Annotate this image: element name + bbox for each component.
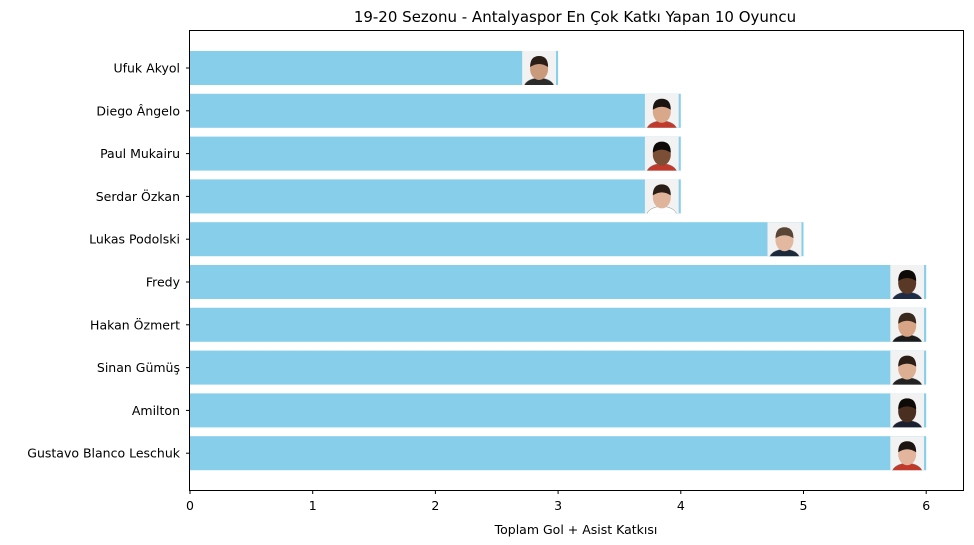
y-tick-label: Amilton: [132, 403, 180, 418]
bars-group: [190, 51, 927, 471]
bar-9: [190, 393, 927, 428]
y-tick-label: Ufuk Akyol: [113, 61, 180, 76]
player-photo: [522, 51, 557, 85]
x-tick-label: 5: [800, 498, 808, 513]
bar-10: [190, 436, 927, 471]
y-tick-label: Paul Mukairu: [100, 146, 180, 161]
x-axis-label: Toplam Gol + Asist Katkısı: [494, 522, 658, 537]
bar-3: [190, 136, 681, 171]
bar-5: [190, 222, 804, 257]
chart-title: 19-20 Sezonu - Antalyaspor En Çok Katkı …: [354, 8, 796, 26]
player-photos-group: [522, 51, 925, 471]
y-tick-label: Gustavo Blanco Leschuk: [27, 446, 180, 461]
player-photo: [644, 136, 679, 171]
player-photo: [644, 179, 679, 214]
y-tick-label: Serdar Özkan: [96, 188, 180, 204]
bar-6: [190, 265, 927, 299]
bar-8: [190, 350, 927, 385]
player-photo: [890, 436, 925, 471]
plot-frame: [189, 30, 964, 491]
x-tick-label: 1: [309, 498, 317, 513]
player-photo: [767, 222, 802, 257]
x-tick-label: 2: [431, 498, 439, 513]
x-tick-label: 4: [677, 498, 685, 513]
y-tick-label: Sinan Gümüş: [97, 360, 180, 375]
player-photo: [644, 93, 679, 128]
x-ticks: 0 1 2 3 4 5 6: [186, 490, 930, 513]
y-tick-label: Lukas Podolski: [89, 232, 180, 247]
player-photo: [890, 350, 925, 385]
y-tick-label: Fredy: [146, 275, 181, 290]
x-tick-label: 3: [554, 498, 562, 513]
bar-4: [190, 179, 681, 214]
y-tick-label: Hakan Özmert: [90, 316, 180, 332]
bar-7: [190, 307, 927, 342]
player-photo: [890, 393, 925, 428]
y-tick-labels: Ufuk Akyol Diego Ângelo Paul Mukairu Serdar…: [27, 61, 190, 461]
y-tick-label: Diego Ângelo: [96, 103, 180, 118]
bar-2: [190, 93, 681, 128]
bar-1: [190, 51, 559, 85]
x-tick-label: 0: [186, 498, 194, 513]
player-photo: [890, 307, 925, 342]
x-tick-label: 6: [922, 498, 930, 513]
player-photo: [890, 265, 925, 299]
